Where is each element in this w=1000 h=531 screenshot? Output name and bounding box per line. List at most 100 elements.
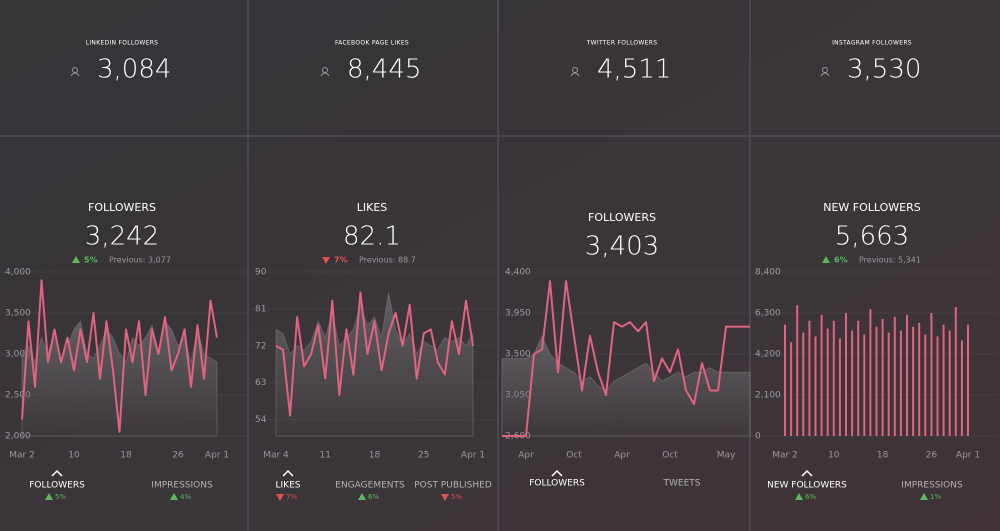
y-tick-label: 4,000	[5, 268, 31, 278]
tab-trend-arrow	[441, 494, 449, 501]
metric-title: LIKES	[357, 201, 388, 214]
header-value: 3,084	[97, 55, 171, 85]
bar	[881, 318, 884, 436]
x-tick-label: Mar 4	[263, 451, 289, 461]
y-tick-label: 3,000	[5, 350, 31, 360]
y-tick-label: 0	[755, 432, 761, 442]
bar	[875, 326, 878, 436]
y-tick-label: 54	[255, 415, 267, 425]
header-label: TWITTER FOLLOWERS	[586, 40, 658, 47]
trend-arrow	[72, 256, 80, 263]
bar	[936, 336, 939, 436]
user-icon	[320, 72, 330, 77]
tab-label[interactable]: FOLLOWERS	[529, 479, 585, 489]
bar	[820, 314, 823, 436]
x-tick-label: 18	[369, 451, 381, 461]
tab-trend-arrow	[795, 493, 803, 500]
bar	[851, 330, 854, 436]
y-tick-label: 63	[255, 378, 266, 388]
bar	[918, 322, 921, 436]
y-tick-label: 90	[255, 268, 267, 278]
y-tick-label: 4,200	[755, 350, 781, 360]
tab-label[interactable]: FOLLOWERS	[29, 481, 85, 491]
metric-title: FOLLOWERS	[588, 211, 656, 224]
tab-trend-arrow	[170, 493, 178, 500]
bar	[967, 324, 969, 436]
tab-change: 7%	[286, 493, 297, 501]
bar	[869, 309, 872, 436]
bar	[790, 342, 793, 436]
active-chevron	[51, 469, 63, 477]
y-tick-label: 3,500	[5, 309, 31, 319]
tab-label[interactable]: IMPRESSIONS	[151, 481, 213, 491]
bar	[784, 324, 786, 436]
y-tick-label: 2,100	[755, 391, 781, 401]
bar	[857, 320, 860, 436]
tab-label[interactable]: IMPRESSIONS	[901, 481, 963, 491]
x-tick-label: Apr	[518, 451, 534, 461]
x-tick-label: May	[717, 451, 736, 461]
tab-trend-arrow	[920, 493, 928, 500]
x-tick-label: Apr 1	[956, 451, 980, 461]
line	[21, 279, 218, 433]
metric-title: FOLLOWERS	[88, 201, 156, 214]
tab-label[interactable]: POST PUBLISHED	[414, 481, 492, 491]
user-icon	[570, 72, 580, 77]
x-tick-label: Apr 1	[205, 451, 229, 461]
metric-previous: Previous: 88.7	[359, 256, 416, 265]
x-tick-label: 11	[320, 451, 331, 461]
active-chevron	[282, 469, 294, 477]
x-tick-label: Oct	[566, 451, 582, 461]
tab-change: 6%	[805, 493, 816, 501]
bar	[960, 340, 963, 436]
metric-change: 6%	[834, 256, 848, 265]
bar	[796, 305, 799, 436]
bar	[802, 332, 805, 436]
trend-arrow	[822, 256, 830, 263]
line	[502, 280, 750, 437]
x-tick-label: Apr	[614, 451, 630, 461]
x-tick-label: 18	[120, 451, 132, 461]
metric-value: 3,403	[585, 232, 659, 262]
y-tick-label: 8,400	[755, 268, 781, 278]
metric-change: 5%	[84, 256, 98, 265]
x-tick-label: 26	[172, 451, 184, 461]
x-tick-label: Mar 2	[9, 451, 35, 461]
trend-arrow	[322, 257, 330, 264]
tab-change: 1%	[930, 493, 941, 501]
y-tick-label: 72	[255, 341, 266, 351]
y-tick-label: 2,500	[5, 391, 31, 401]
user-icon	[70, 72, 80, 77]
line	[275, 291, 474, 417]
bar	[899, 330, 902, 436]
tab-label[interactable]: NEW FOLLOWERS	[767, 481, 847, 491]
header-value: 3,530	[847, 55, 921, 85]
header-value: 4,511	[597, 55, 671, 85]
tab-label[interactable]: LIKES	[276, 481, 301, 491]
metric-previous: Previous: 5,341	[859, 256, 921, 265]
bar	[924, 334, 927, 436]
x-tick-label: Mar 2	[772, 451, 798, 461]
x-tick-label: 10	[68, 451, 80, 461]
header-label: FACEBOOK PAGE LIKES	[335, 40, 409, 47]
bar	[832, 320, 835, 436]
header-label: INSTAGRAM FOLLOWERS	[832, 40, 912, 47]
bar	[826, 328, 829, 436]
bar	[893, 316, 896, 436]
y-tick-label: 2,000	[5, 432, 31, 442]
user-icon	[820, 72, 830, 77]
x-tick-label: Oct	[662, 451, 678, 461]
header-label: LINKEDIN FOLLOWERS	[86, 40, 159, 47]
tab-change: 4%	[180, 493, 191, 501]
area	[501, 334, 751, 437]
tab-change: 5%	[55, 493, 66, 501]
bar	[863, 334, 866, 436]
y-tick-label: 3,950	[505, 309, 531, 319]
tab-label[interactable]: ENGAGEMENTS	[335, 481, 405, 491]
tab-change: 6%	[368, 493, 379, 501]
bar	[906, 314, 908, 436]
x-tick-label: 25	[418, 451, 429, 461]
tab-label[interactable]: TWEETS	[663, 479, 701, 489]
